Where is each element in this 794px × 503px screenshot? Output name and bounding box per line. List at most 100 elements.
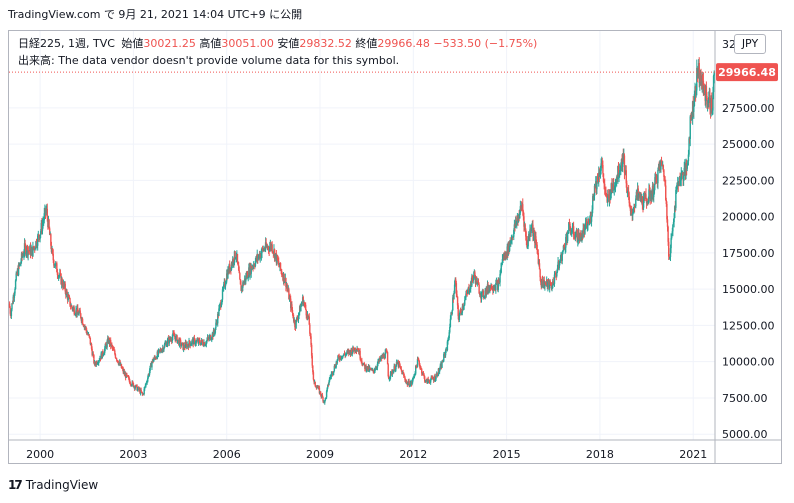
y-tick-label: 10000.00 bbox=[722, 356, 775, 369]
candle-body bbox=[239, 273, 241, 280]
candle-body bbox=[437, 368, 440, 376]
candle-body bbox=[424, 381, 426, 383]
candle-body bbox=[188, 340, 190, 348]
candle-body bbox=[218, 308, 220, 316]
candle-body bbox=[577, 240, 579, 242]
candle-body bbox=[420, 368, 423, 374]
candle-body bbox=[551, 288, 553, 290]
candle-body bbox=[300, 304, 303, 306]
candle-body bbox=[342, 355, 345, 357]
candle-body bbox=[207, 337, 209, 339]
open-label: 始値 bbox=[121, 37, 144, 50]
candle-body bbox=[430, 376, 432, 380]
candle-body bbox=[605, 195, 608, 197]
candle-body bbox=[698, 63, 700, 84]
candle-body bbox=[630, 210, 633, 213]
candle-body bbox=[349, 350, 351, 352]
candle-body bbox=[115, 357, 117, 359]
candle-body bbox=[568, 222, 570, 233]
candle-body bbox=[14, 289, 16, 294]
candle-body bbox=[290, 298, 292, 309]
y-tick-label: 32 bbox=[722, 38, 736, 51]
candle-body bbox=[476, 280, 479, 285]
candle-body bbox=[418, 359, 420, 361]
last-price-label: 29966.48 bbox=[718, 66, 776, 79]
candle-body bbox=[176, 335, 178, 343]
x-tick-label: 2018 bbox=[586, 448, 614, 461]
y-tick-label: 5000.00 bbox=[722, 428, 768, 441]
candle-body bbox=[253, 264, 255, 266]
candle-body bbox=[627, 191, 630, 197]
candle-body bbox=[208, 336, 211, 339]
candle-body bbox=[292, 317, 295, 322]
candle-body bbox=[58, 275, 60, 277]
candle-body bbox=[215, 322, 217, 328]
candle-body bbox=[37, 235, 39, 246]
candle-body bbox=[340, 356, 342, 359]
candle-body bbox=[581, 235, 583, 242]
candle-body bbox=[372, 369, 374, 372]
candle-body bbox=[356, 348, 359, 350]
candle-body bbox=[669, 257, 671, 259]
candle-body bbox=[519, 212, 521, 219]
candle-body bbox=[185, 342, 187, 344]
candle-body bbox=[292, 312, 294, 318]
candle-body bbox=[374, 370, 376, 372]
candle-body bbox=[252, 264, 255, 268]
candle-body bbox=[511, 236, 513, 241]
candle-body bbox=[10, 309, 13, 316]
candle-body bbox=[503, 254, 505, 260]
candle-body bbox=[279, 262, 282, 270]
candle-body bbox=[413, 374, 416, 377]
candle-body bbox=[34, 248, 37, 250]
candle-body bbox=[452, 297, 454, 311]
candle-body bbox=[221, 299, 223, 305]
currency-button[interactable]: JPY bbox=[734, 34, 766, 54]
candle-body bbox=[604, 188, 607, 190]
candle-body bbox=[634, 206, 636, 208]
candle-body bbox=[240, 286, 243, 292]
candle-body bbox=[413, 376, 415, 378]
candle-body bbox=[357, 349, 359, 351]
candle-body bbox=[463, 304, 465, 307]
candle-body bbox=[109, 340, 112, 347]
candle-body bbox=[147, 374, 150, 378]
candle-body bbox=[164, 343, 166, 345]
candle-body bbox=[179, 339, 181, 341]
candle-body bbox=[671, 231, 673, 235]
candle-body bbox=[681, 172, 683, 174]
candle-body bbox=[407, 383, 409, 386]
candle-body bbox=[43, 213, 45, 221]
high-label: 高値 bbox=[199, 37, 222, 50]
candle-body bbox=[295, 319, 297, 328]
candle-body bbox=[495, 282, 497, 291]
candle-body bbox=[661, 161, 663, 166]
candle-body bbox=[50, 245, 53, 253]
candle-body bbox=[194, 338, 196, 345]
candle-body bbox=[118, 362, 120, 365]
candle-body bbox=[254, 260, 257, 267]
candle-body bbox=[548, 281, 551, 289]
candle-body bbox=[330, 373, 333, 377]
candle-body bbox=[274, 254, 276, 259]
candle-body bbox=[492, 288, 495, 291]
candle-body bbox=[519, 206, 522, 213]
candle-body bbox=[685, 164, 687, 176]
candle-body bbox=[537, 253, 540, 264]
candle-body bbox=[423, 376, 426, 382]
candle-body bbox=[131, 381, 133, 386]
candle-body bbox=[404, 376, 406, 380]
candle-body bbox=[157, 349, 160, 355]
candle-body bbox=[120, 364, 123, 368]
candle-body bbox=[607, 194, 609, 202]
candle-body bbox=[586, 226, 589, 229]
candle-body bbox=[469, 288, 471, 292]
candle-body bbox=[643, 194, 645, 198]
candle-body bbox=[351, 349, 353, 355]
candle-body bbox=[508, 241, 511, 251]
candle-body bbox=[67, 295, 69, 300]
candle-body bbox=[56, 263, 58, 273]
candle-body bbox=[56, 272, 59, 275]
candle-body bbox=[394, 366, 396, 371]
